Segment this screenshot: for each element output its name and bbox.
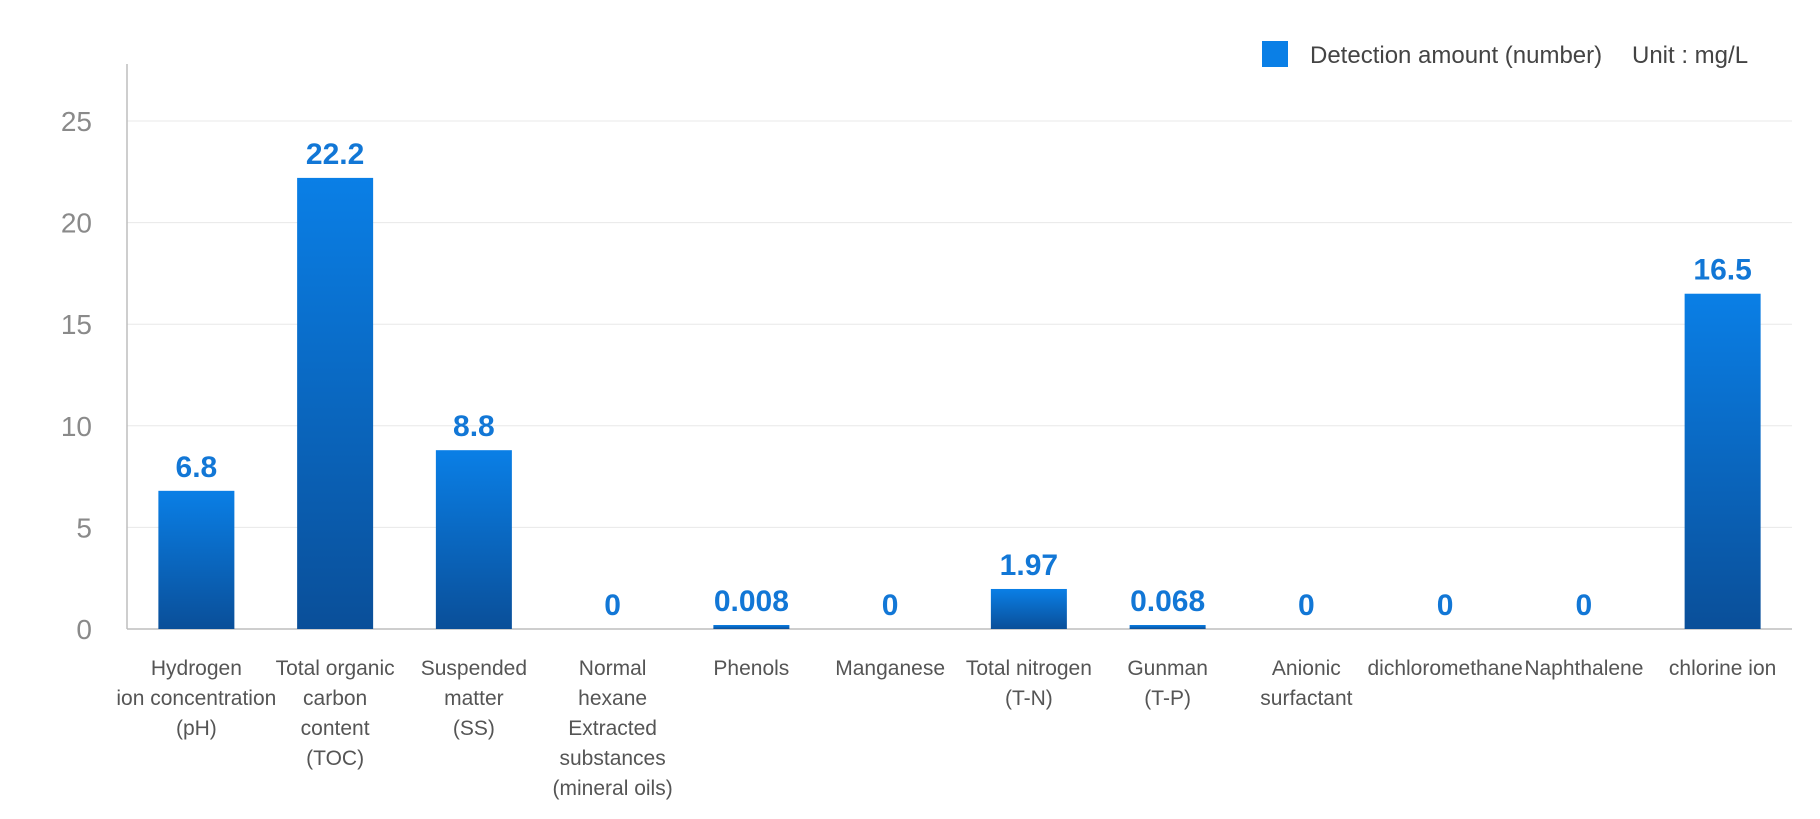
x-tick-label-line: Extracted (568, 717, 657, 740)
bar (713, 625, 790, 629)
bar (1129, 625, 1206, 629)
legend-swatch (1262, 41, 1288, 67)
y-tick-label: 15 (61, 309, 92, 340)
x-tick-label-line: Total organic (276, 657, 395, 680)
data-label: 0 (1298, 589, 1315, 622)
x-tick-label: Manganese (835, 657, 945, 680)
x-axis-categories: Hydrogen ion concentration (pH) Total organ… (116, 657, 1776, 800)
x-tick-label: Anionic surfactant (1260, 657, 1352, 710)
x-tick-label-line: ion concentration (116, 687, 276, 710)
x-tick-label: Gunman (T-P) (1127, 657, 1208, 710)
x-tick-label-line: surfactant (1260, 687, 1352, 710)
data-label: 0 (1576, 589, 1593, 622)
value-labels: 6.8 22.2 8.8 0 0.008 0 1.97 0.068 0 0 0 16.5 (176, 138, 1752, 622)
x-tick-label-line: (T-P) (1144, 687, 1191, 710)
x-tick-label: dichloromethane (1367, 657, 1522, 680)
x-tick-label-line: (T-N) (1005, 687, 1053, 710)
x-tick-label-line: (pH) (176, 717, 217, 740)
bar (158, 490, 235, 629)
x-tick-label-line: Phenols (713, 657, 789, 680)
x-tick-label-line: (SS) (453, 717, 495, 740)
x-tick-label: Normal hexane Extracted substances (mineral … (553, 657, 673, 800)
data-label: 6.8 (176, 451, 218, 484)
bar (297, 177, 374, 629)
x-tick-label-line: Gunman (1127, 657, 1208, 680)
y-tick-label: 5 (76, 512, 92, 543)
x-tick-label-line: (TOC) (306, 747, 364, 770)
x-tick-label-line: Anionic (1272, 657, 1341, 680)
bar (435, 450, 512, 629)
gridlines (127, 120, 1792, 528)
x-tick-label-line: dichloromethane (1367, 657, 1522, 680)
x-tick-label-line: matter (444, 687, 504, 710)
x-tick-label: chlorine ion (1669, 657, 1776, 680)
x-tick-label: Total nitrogen (T-N) (966, 657, 1092, 710)
x-tick-label: Total organic carbon content (TOC) (276, 657, 395, 770)
y-tick-label: 0 (76, 614, 92, 645)
x-tick-label-line: Normal (579, 657, 647, 680)
data-label: 16.5 (1693, 254, 1751, 287)
bar (990, 588, 1067, 629)
y-tick-label: 25 (61, 106, 92, 137)
data-label: 22.2 (306, 138, 364, 171)
x-tick-label-line: hexane (578, 687, 647, 710)
bars (158, 177, 1761, 629)
legend-series-label: Detection amount (number) (1310, 42, 1602, 69)
data-label: 0.068 (1130, 585, 1205, 618)
x-tick-label-line: substances (560, 747, 666, 770)
x-tick-label: Naphthalene (1524, 657, 1643, 680)
x-tick-label-line: Naphthalene (1524, 657, 1643, 680)
y-axis-ticks: 0 5 10 15 20 25 (61, 106, 92, 645)
bar (1684, 293, 1761, 629)
x-tick-label-line: Suspended (421, 657, 527, 680)
data-label: 0.008 (714, 585, 789, 618)
x-tick-label: Hydrogen ion concentration (pH) (116, 657, 276, 740)
x-tick-label: Suspended matter (SS) (421, 657, 527, 740)
y-tick-label: 20 (61, 208, 92, 239)
data-label: 0 (882, 589, 899, 622)
x-tick-label-line: Total nitrogen (966, 657, 1092, 680)
x-tick-label-line: (mineral oils) (553, 777, 673, 800)
data-label: 8.8 (453, 410, 495, 443)
data-label: 0 (604, 589, 621, 622)
x-tick-label-line: Hydrogen (151, 657, 242, 680)
data-label: 1.97 (1000, 549, 1058, 582)
legend: Detection amount (number) Unit : mg/L (1262, 41, 1748, 69)
legend-unit-label: Unit : mg/L (1632, 42, 1748, 69)
x-tick-label-line: Manganese (835, 657, 945, 680)
axes (126, 64, 1792, 630)
x-tick-label-line: chlorine ion (1669, 657, 1776, 680)
data-label: 0 (1437, 589, 1454, 622)
y-tick-label: 10 (61, 411, 92, 442)
x-tick-label-line: content (301, 717, 370, 740)
x-tick-label: Phenols (713, 657, 789, 680)
x-tick-label-line: carbon (303, 687, 367, 710)
